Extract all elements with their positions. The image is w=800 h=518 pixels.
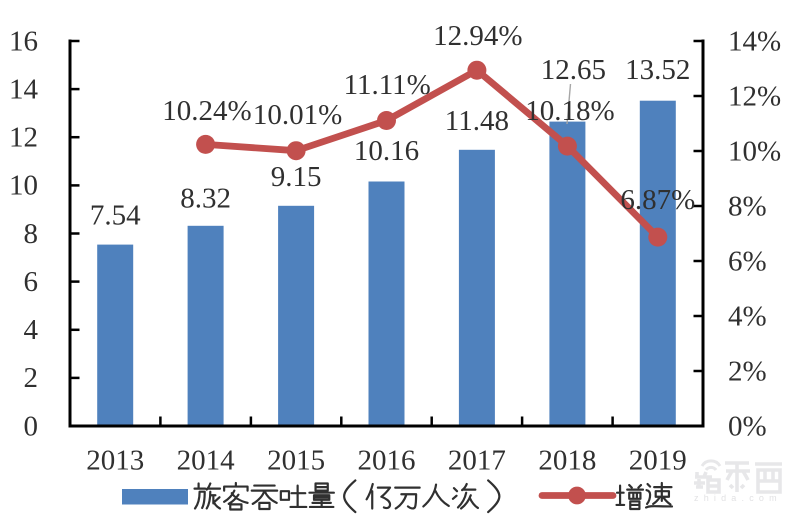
svg-text:10.16: 10.16	[354, 135, 419, 167]
svg-text:2015: 2015	[267, 445, 325, 477]
svg-text:2017: 2017	[448, 445, 506, 477]
svg-text:2016: 2016	[358, 445, 416, 477]
svg-text:10%: 10%	[728, 135, 781, 167]
svg-text:2019: 2019	[629, 445, 687, 477]
svg-text:10.24%: 10.24%	[162, 95, 251, 127]
svg-text:2013: 2013	[86, 445, 144, 477]
svg-text:10.18%: 10.18%	[525, 95, 614, 127]
svg-text:4: 4	[24, 314, 39, 346]
svg-text:2018: 2018	[538, 445, 596, 477]
svg-text:0: 0	[24, 410, 39, 442]
svg-text:4%: 4%	[728, 300, 767, 332]
svg-text:6: 6	[24, 266, 39, 298]
svg-text:14: 14	[9, 73, 39, 105]
svg-text:6.87%: 6.87%	[620, 184, 695, 216]
svg-text:2: 2	[24, 362, 39, 394]
svg-text:2%: 2%	[728, 355, 767, 387]
svg-text:12%: 12%	[728, 80, 781, 112]
svg-text:9.15: 9.15	[271, 161, 322, 193]
svg-text:12.65: 12.65	[541, 54, 606, 86]
svg-text:11.11%: 11.11%	[344, 69, 431, 101]
svg-text:6%: 6%	[728, 245, 767, 277]
svg-text:16: 16	[9, 25, 38, 57]
svg-text:8: 8	[24, 218, 39, 250]
svg-text:10: 10	[9, 170, 38, 202]
svg-text:11.48: 11.48	[445, 105, 509, 137]
svg-text:8.32: 8.32	[180, 183, 231, 215]
svg-text:12.94%: 12.94%	[433, 20, 522, 52]
svg-text:14%: 14%	[728, 25, 781, 57]
svg-text:13.52: 13.52	[625, 54, 690, 86]
svg-text:2014: 2014	[177, 445, 236, 477]
svg-text:10.01%: 10.01%	[253, 99, 342, 131]
svg-text:0%: 0%	[728, 410, 767, 442]
svg-text:8%: 8%	[728, 190, 767, 222]
svg-text:7.54: 7.54	[90, 200, 141, 232]
svg-text:zhida.com: zhida.com	[694, 493, 782, 503]
svg-text:12: 12	[9, 122, 38, 154]
